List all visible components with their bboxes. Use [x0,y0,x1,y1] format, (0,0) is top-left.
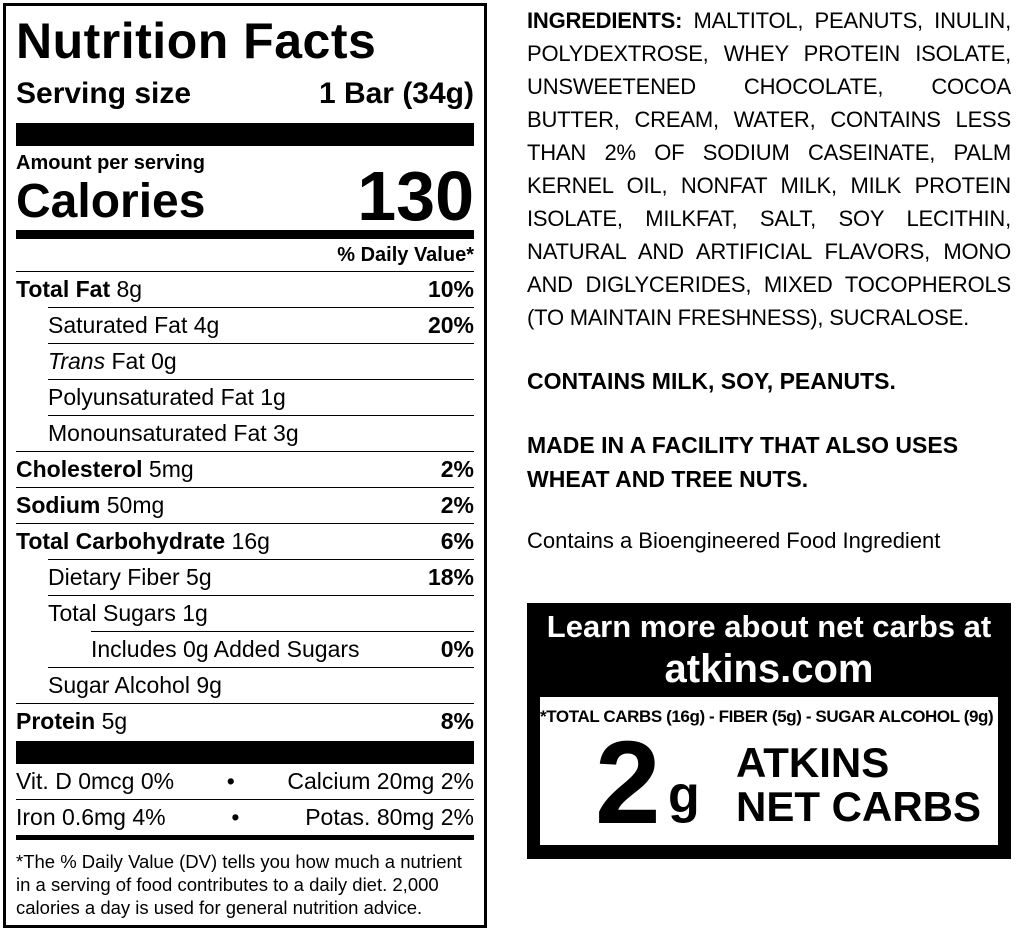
nutrient-row: Sugar Alcohol 9g [16,667,474,703]
daily-value: 8% [440,708,474,734]
nutrient-row: Monounsaturated Fat 3g [16,415,474,451]
nutrient-row: Total Sugars 1g [16,595,474,631]
nutrient-name: Cholesterol [16,456,143,482]
label-line: ATKINS [736,739,890,786]
nutrient-row: Dietary Fiber 5g 18% [16,559,474,595]
nutrient-amount: 5mg [148,456,194,482]
nutrient: Monounsaturated Fat 3g [48,420,299,447]
bullet-sep: • [231,803,240,830]
ingredients-text: MALTITOL, PEANUTS, INULIN, POLYDEXTROSE,… [527,8,1011,330]
facility: MADE IN A FACILITY THAT ALSO USES WHEAT … [527,432,959,492]
ingredients-label: INGREDIENTS: [527,8,683,33]
ingredients-panel: INGREDIENTS: MALTITOL, PEANUTS, INULIN, … [527,4,1011,556]
website: atkins.com [664,647,874,691]
nutrient-amount: 5g [101,708,128,734]
nutrient-row: Total Fat 8g 10% [16,271,474,307]
serving: Serving size 1 Bar (34g) [16,74,474,114]
nutrient-row: Sodium 50mg 2% [16,487,474,523]
nutrient-row: Cholesterol 5mg 2% [16,451,474,487]
bullet-sep: • [226,768,235,794]
daily-value: 20% [427,311,474,338]
net-carbs-unit: g [668,766,700,824]
allergens: CONTAINS MILK, SOY, PEANUTS. [527,368,896,394]
nutrient-name: Total Fat [16,276,111,302]
net-carbs-number: 2 [595,717,661,849]
ingredients: INGREDIENTS: MALTITOL, PEANUTS, INULIN, … [527,4,1011,334]
divider [16,835,474,840]
nutrient: Total Fat 8g [16,276,142,303]
nutrient-row: Protein 5g 8% [16,703,474,739]
nutrient-name: Polyunsaturated Fat 1g [48,383,286,410]
box-heading: Learn more about net carbs at [546,609,992,644]
divider [16,123,474,146]
nutrient-name: Sugar Alcohol 9g [48,671,222,698]
nutrition-panel: Nutrition Facts Serving size 1 Bar (34g)… [3,3,487,928]
nutrient-amount: Fat 0g [111,347,177,374]
bioengineered: Contains a Bioengineered Food Ingredient [527,528,941,553]
divider [16,230,474,239]
net-carbs-label: ATKINS NET CARBS [736,741,981,829]
nutrient-amount: 8g [116,276,143,302]
nutrient-row: Trans Fat 0g [16,343,474,379]
micronutrient-row: Vit. D 0mcg 0% • Calcium 20mg 2% [16,764,474,799]
nutrient-row: Includes 0g Added Sugars 0% [16,631,474,667]
nutrient-name: Sodium [16,492,101,518]
nutrient: Cholesterol 5mg [16,456,194,483]
nutrient-row: Polyunsaturated Fat 1g [16,379,474,415]
nutrient-amount: 16g [231,528,270,554]
nutrient-name: Total Carbohydrate [16,528,226,554]
serving-value: 1 Bar (34g) [318,77,474,110]
nutrient: Trans Fat 0g [48,348,177,375]
nutrient-name: Dietary Fiber 5g [48,563,212,590]
net-carbs-inner: *TOTAL CARBS (16g) - FIBER (5g) - SUGAR … [540,697,1008,849]
nutrient: Total Carbohydrate 16g [16,528,270,555]
calories-value: 130 [357,157,474,235]
micronutrient: Potas. 80mg 2% [305,803,474,830]
nutrient: Polyunsaturated Fat 1g [48,384,286,411]
nutrient: Sodium 50mg [16,492,164,519]
footnote: *The % Daily Value (DV) tells you how mu… [16,851,462,918]
nutrient-name: Saturated Fat 4g [48,311,220,338]
micronutrient: Calcium 20mg 2% [287,768,474,794]
nutrient-row: Total Carbohydrate 16g 6% [16,523,474,559]
divider [16,741,474,764]
nutrient-name: Total Sugars 1g [48,599,208,626]
nutrient: Dietary Fiber 5g [48,564,212,591]
nutrient-name: Trans [48,347,106,374]
daily-value: 18% [427,563,474,590]
nutrient: Includes 0g Added Sugars [91,636,360,663]
serving-label: Serving size [16,77,192,110]
daily-value: 2% [440,456,474,482]
nutrient-name: Protein [16,708,96,734]
daily-value: 2% [440,492,474,518]
micronutrient-row: Iron 0.6mg 4% • Potas. 80mg 2% [16,799,474,834]
micronutrients: Vit. D 0mcg 0% • Calcium 20mg 2% Iron 0.6mg… [16,764,474,834]
nutrient: Total Sugars 1g [48,600,208,627]
nutrient: Sugar Alcohol 9g [48,672,222,699]
nutrient-rows: Total Fat 8g 10% Saturated Fat 4g 20% Trans … [16,271,474,739]
calories: Calories 130 [16,161,474,231]
nutrient-amount: 50mg [106,492,165,518]
daily-value: 0% [440,635,474,662]
nutrient-name: Monounsaturated Fat 3g [48,419,299,446]
dv-header: % Daily Value* [337,244,474,266]
calories-label: Calories [16,175,206,228]
nutrient: Protein 5g [16,708,127,735]
nutrient-row: Saturated Fat 4g 20% [16,307,474,343]
amount-per-serving: Amount per serving [16,152,205,174]
title: Nutrition Facts [16,13,377,69]
nutrient: Saturated Fat 4g [48,312,219,339]
daily-value: 10% [427,276,474,302]
net-carbs-box: Learn more about net carbs at atkins.com… [527,603,1011,859]
nutrient-name: Includes 0g Added Sugars [91,635,360,662]
label-line: NET CARBS [736,783,982,830]
daily-value: 6% [440,528,474,554]
micronutrient: Iron 0.6mg 4% [16,803,166,830]
micronutrient: Vit. D 0mcg 0% [16,768,175,794]
formula: *TOTAL CARBS (16g) - FIBER (5g) - SUGAR … [540,707,1008,726]
